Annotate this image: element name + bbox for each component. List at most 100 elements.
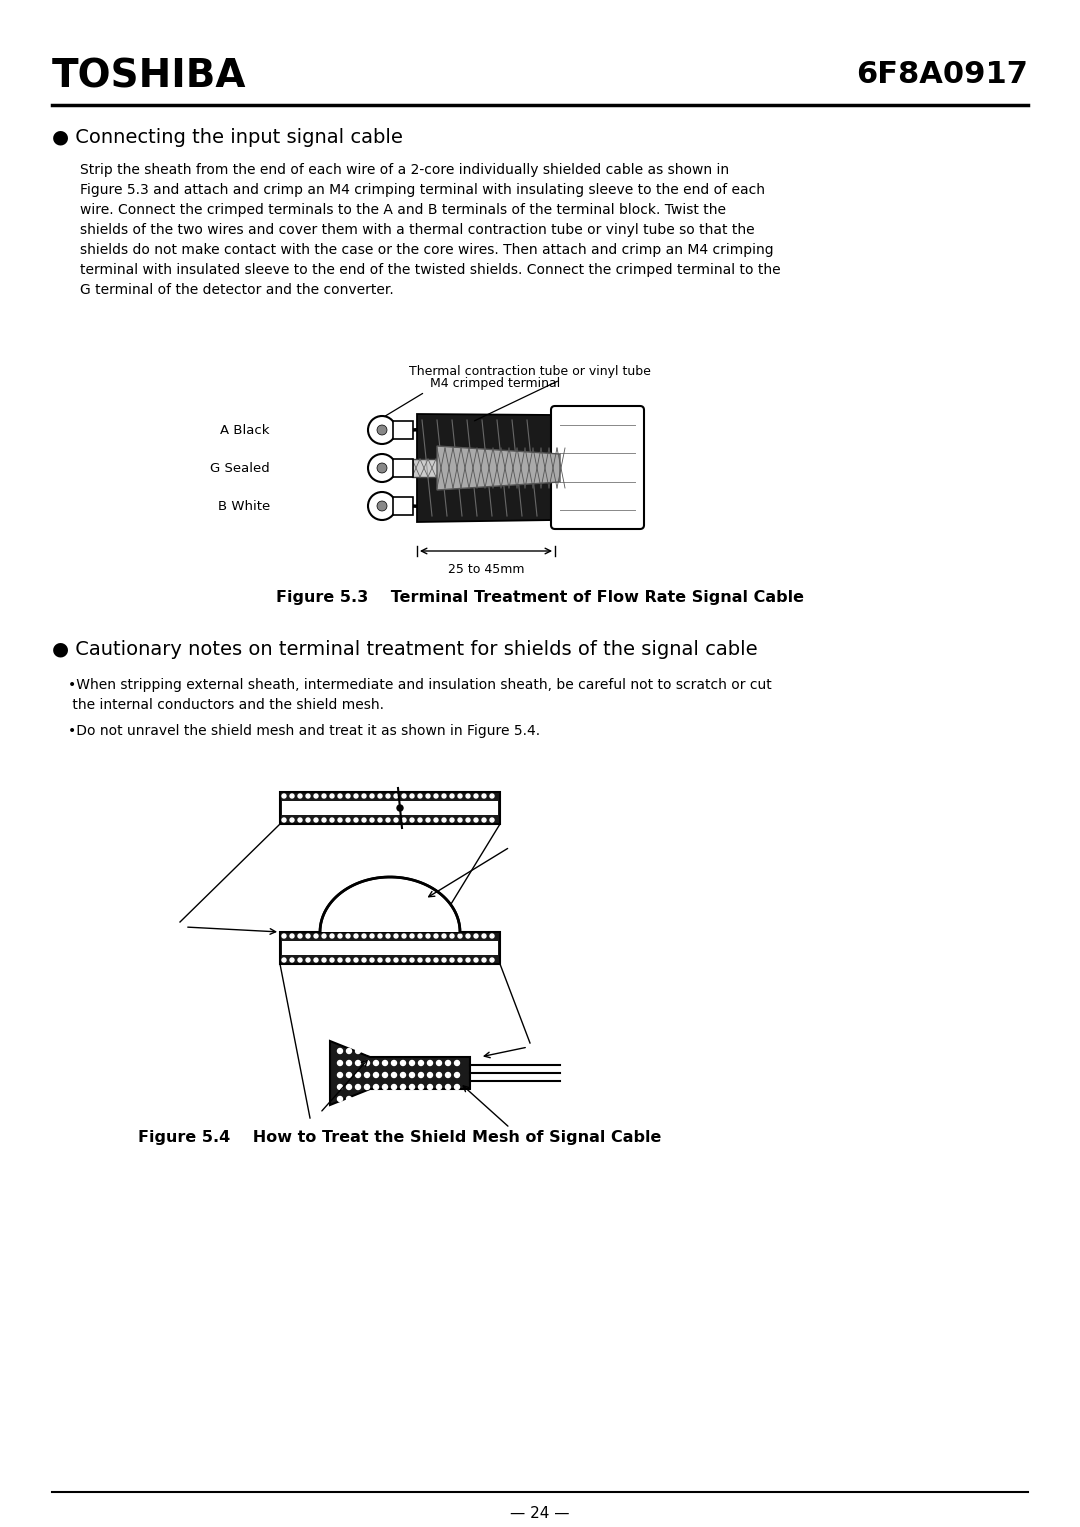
Circle shape <box>282 794 286 799</box>
Circle shape <box>446 1060 450 1066</box>
Circle shape <box>401 1049 405 1054</box>
Circle shape <box>298 935 302 938</box>
Circle shape <box>378 957 382 962</box>
Circle shape <box>409 1096 415 1101</box>
Circle shape <box>386 818 390 822</box>
Circle shape <box>436 1072 442 1078</box>
Circle shape <box>428 1096 432 1101</box>
Circle shape <box>394 935 399 938</box>
Circle shape <box>401 1084 405 1089</box>
Circle shape <box>282 935 286 938</box>
Circle shape <box>365 1072 369 1078</box>
Circle shape <box>330 818 334 822</box>
Text: Thermal contraction tube or vinyl tube: Thermal contraction tube or vinyl tube <box>409 365 651 379</box>
Circle shape <box>282 818 286 822</box>
Circle shape <box>402 818 406 822</box>
Circle shape <box>347 1049 351 1054</box>
Circle shape <box>434 957 438 962</box>
Circle shape <box>482 794 486 799</box>
Circle shape <box>378 935 382 938</box>
Circle shape <box>354 935 357 938</box>
Circle shape <box>428 1060 432 1066</box>
Circle shape <box>298 957 302 962</box>
Circle shape <box>346 818 350 822</box>
FancyBboxPatch shape <box>551 406 644 528</box>
Circle shape <box>291 935 294 938</box>
Circle shape <box>298 794 302 799</box>
Circle shape <box>418 935 422 938</box>
Circle shape <box>391 1084 396 1089</box>
Circle shape <box>346 794 350 799</box>
Circle shape <box>474 794 478 799</box>
Circle shape <box>419 1049 423 1054</box>
Circle shape <box>377 501 387 512</box>
Circle shape <box>418 794 422 799</box>
Circle shape <box>394 957 399 962</box>
FancyBboxPatch shape <box>411 460 545 476</box>
Circle shape <box>355 1084 361 1089</box>
Circle shape <box>338 818 342 822</box>
Circle shape <box>306 935 310 938</box>
Circle shape <box>426 957 430 962</box>
Text: A Black: A Black <box>220 423 270 437</box>
Text: ● Cautionary notes on terminal treatment for shields of the signal cable: ● Cautionary notes on terminal treatment… <box>52 640 758 660</box>
Circle shape <box>306 957 310 962</box>
Circle shape <box>434 818 438 822</box>
Circle shape <box>314 818 318 822</box>
Circle shape <box>291 794 294 799</box>
Circle shape <box>382 1084 388 1089</box>
Circle shape <box>368 492 396 521</box>
Circle shape <box>450 957 454 962</box>
Circle shape <box>355 1060 361 1066</box>
Circle shape <box>337 1060 342 1066</box>
Text: Figure 5.4    How to Treat the Shield Mesh of Signal Cable: Figure 5.4 How to Treat the Shield Mesh … <box>138 1130 662 1145</box>
Text: ● Connecting the input signal cable: ● Connecting the input signal cable <box>52 128 403 147</box>
FancyBboxPatch shape <box>280 931 500 964</box>
Circle shape <box>397 805 403 811</box>
Circle shape <box>434 794 438 799</box>
Circle shape <box>338 794 342 799</box>
Circle shape <box>365 1060 369 1066</box>
Circle shape <box>490 794 494 799</box>
Circle shape <box>365 1049 369 1054</box>
Circle shape <box>426 935 430 938</box>
Circle shape <box>409 1060 415 1066</box>
Circle shape <box>434 935 438 938</box>
Circle shape <box>330 957 334 962</box>
Circle shape <box>362 935 366 938</box>
Circle shape <box>401 1072 405 1078</box>
Circle shape <box>374 1072 378 1078</box>
Circle shape <box>418 818 422 822</box>
FancyBboxPatch shape <box>393 496 413 515</box>
Circle shape <box>455 1060 459 1066</box>
Circle shape <box>474 818 478 822</box>
Circle shape <box>306 818 310 822</box>
Circle shape <box>428 1049 432 1054</box>
Circle shape <box>410 818 414 822</box>
Circle shape <box>330 935 334 938</box>
Polygon shape <box>330 1041 470 1106</box>
Circle shape <box>465 818 470 822</box>
Text: •When stripping external sheath, intermediate and insulation sheath, be careful : •When stripping external sheath, interme… <box>68 678 772 712</box>
Circle shape <box>368 415 396 444</box>
Circle shape <box>322 935 326 938</box>
Circle shape <box>355 1096 361 1101</box>
Circle shape <box>382 1096 388 1101</box>
Circle shape <box>410 957 414 962</box>
Circle shape <box>428 1084 432 1089</box>
Circle shape <box>436 1084 442 1089</box>
Text: 6F8A0917: 6F8A0917 <box>856 60 1028 89</box>
FancyBboxPatch shape <box>393 421 413 438</box>
Circle shape <box>370 794 374 799</box>
Circle shape <box>346 957 350 962</box>
Circle shape <box>382 1060 388 1066</box>
Circle shape <box>490 935 494 938</box>
Circle shape <box>426 794 430 799</box>
Circle shape <box>354 794 357 799</box>
Circle shape <box>374 1096 378 1101</box>
Circle shape <box>354 957 357 962</box>
Circle shape <box>354 818 357 822</box>
Circle shape <box>442 957 446 962</box>
FancyBboxPatch shape <box>282 941 498 956</box>
Circle shape <box>355 1049 361 1054</box>
